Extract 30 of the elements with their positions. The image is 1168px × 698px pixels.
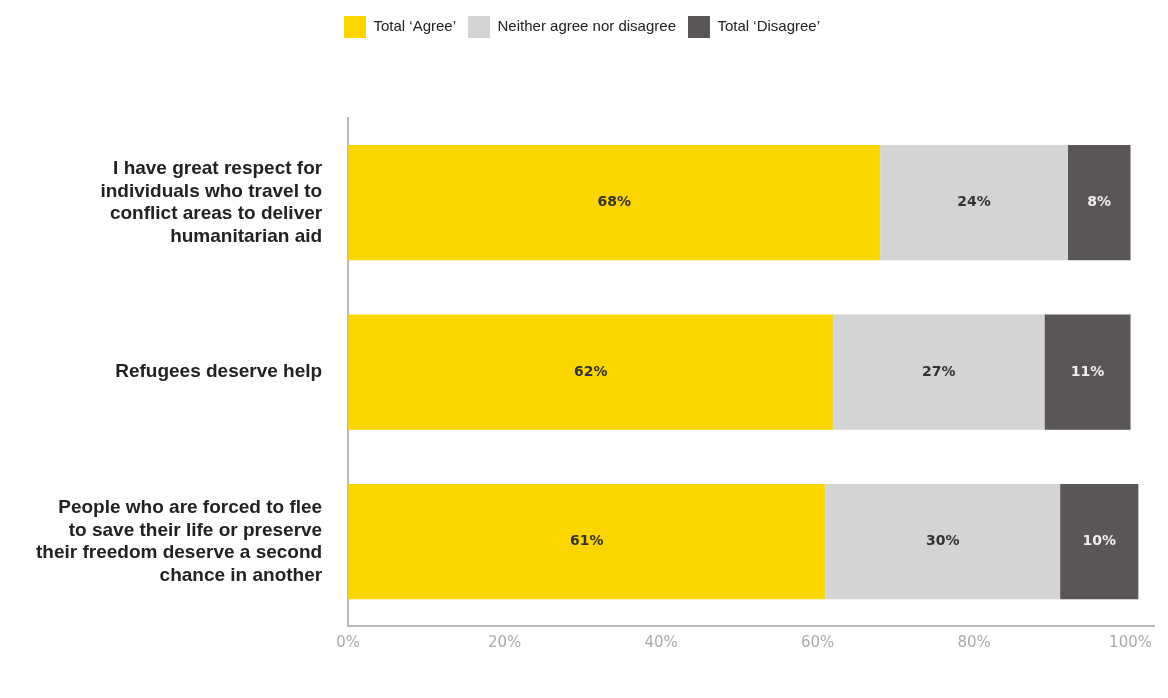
bar	[1067, 145, 1131, 261]
legend-label: Total ‘Disagree’	[717, 17, 821, 35]
bar	[1060, 484, 1139, 600]
data-label: 24%	[957, 193, 991, 210]
x-tick-label: 60%	[800, 633, 835, 652]
bar	[880, 145, 1068, 261]
bar	[348, 145, 881, 261]
data-label: 10%	[1082, 532, 1116, 549]
data-label: 62%	[573, 362, 608, 379]
data-label: 27%	[922, 362, 956, 379]
legend-label: Neither agree nor disagree	[497, 17, 676, 35]
bar	[348, 484, 826, 600]
legend-label: Total ‘Agree’	[373, 17, 457, 35]
x-tick-label: 20%	[487, 633, 522, 652]
bar	[348, 314, 834, 430]
data-label: 61%	[570, 532, 604, 549]
x-tick-label: 40%	[644, 633, 678, 652]
y-tick-label: People who are forced to flee to save their life or preserve their freedom deserve a second chance in another	[36, 495, 323, 586]
data-label: 8%	[1087, 193, 1112, 210]
bar	[825, 484, 1061, 600]
y-tick-label: Refugees deserve help	[115, 360, 323, 382]
data-label: 30%	[926, 532, 960, 549]
data-label: 11%	[1070, 362, 1105, 379]
x-tick-label: 100%	[1109, 633, 1152, 652]
data-label: 68%	[597, 193, 631, 210]
bar	[1044, 314, 1131, 430]
x-tick-label: 0%	[336, 633, 361, 652]
y-tick-label: I have great respect for individuals who travel to conflict areas to deliver humanitarian aid	[100, 156, 323, 247]
bar	[833, 314, 1045, 430]
x-tick-label: 80%	[957, 633, 991, 652]
